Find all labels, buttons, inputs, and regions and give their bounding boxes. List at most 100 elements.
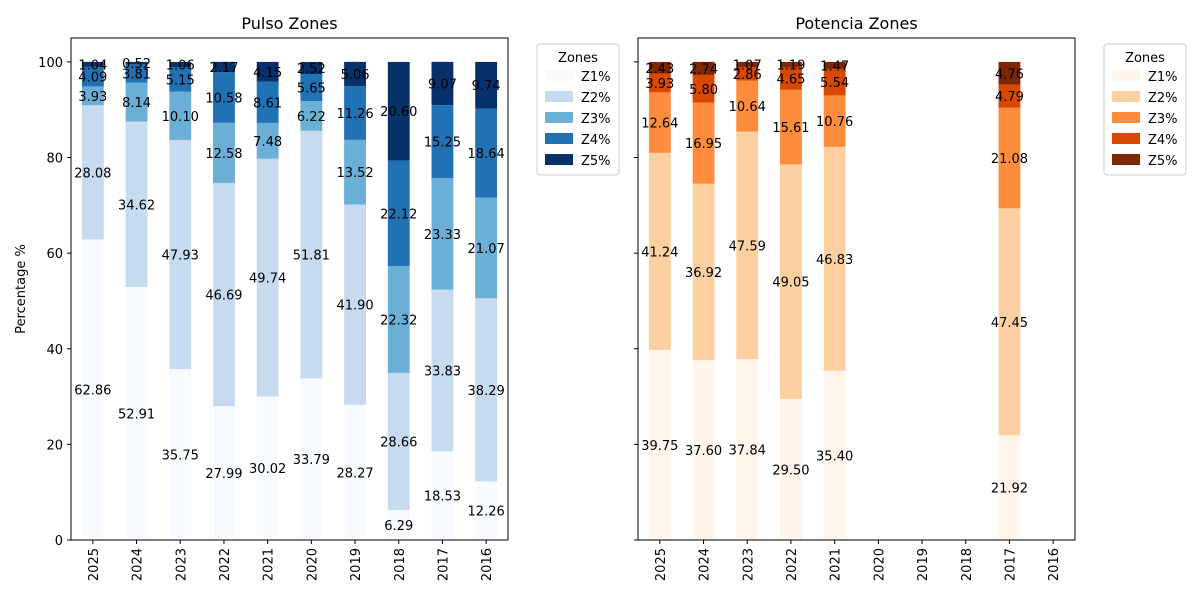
bar-2017-Z4 bbox=[431, 105, 454, 179]
bar-2021-Z5 bbox=[256, 61, 279, 82]
data-label: 1.47 bbox=[820, 59, 849, 74]
chart-title: Potencia Zones bbox=[795, 14, 917, 33]
legend-label: Z4% bbox=[1148, 133, 1178, 148]
y-tick-label: 0 bbox=[55, 534, 63, 549]
x-tick-label: 2017 bbox=[1003, 548, 1018, 581]
bar-2025-Z1 bbox=[648, 349, 671, 540]
x-tick-label: 2019 bbox=[349, 548, 364, 581]
bar-2017-Z1 bbox=[431, 451, 454, 540]
bars bbox=[648, 61, 1021, 540]
bar-2022-Z2 bbox=[780, 164, 802, 399]
x-tick-label: 2016 bbox=[480, 548, 495, 581]
data-label: 41.24 bbox=[641, 245, 678, 260]
legend-swatch bbox=[545, 70, 573, 81]
data-label: 12.26 bbox=[468, 505, 505, 520]
data-label: 28.66 bbox=[380, 435, 417, 450]
bar-2018-Z3 bbox=[387, 266, 410, 373]
data-label: 36.92 bbox=[685, 266, 722, 281]
bar-2019-Z5 bbox=[344, 61, 366, 87]
legend-label: Z4% bbox=[581, 133, 611, 148]
bar-2017-Z4 bbox=[998, 84, 1021, 108]
data-label: 22.12 bbox=[380, 207, 417, 222]
bar-2017-Z5 bbox=[998, 61, 1021, 85]
data-label: 21.08 bbox=[991, 152, 1028, 167]
data-label: 28.08 bbox=[74, 166, 111, 181]
legend-label: Z1% bbox=[581, 70, 611, 85]
bar-2024-Z2 bbox=[692, 183, 715, 361]
bar-2016-Z1 bbox=[475, 481, 498, 540]
data-label: 38.29 bbox=[468, 384, 505, 399]
x-axis: 2025 2024 2023 2022 2021 2020 2019 2018 2017 2016 bbox=[654, 540, 1062, 581]
x-tick-label: 2025 bbox=[87, 548, 102, 581]
chart-title: Pulso Zones bbox=[241, 14, 337, 33]
data-label: 23.33 bbox=[424, 228, 461, 243]
data-label: 2.17 bbox=[209, 61, 238, 76]
bar-2021-Z2 bbox=[256, 158, 279, 397]
bar-2021-Z4 bbox=[823, 68, 846, 96]
y-tick-label: 60 bbox=[46, 247, 63, 262]
bar-2023-Z1 bbox=[736, 359, 759, 540]
bar-2024-Z5 bbox=[125, 61, 148, 65]
bar-2025-Z1 bbox=[81, 239, 104, 540]
bars bbox=[81, 61, 498, 540]
bar-2017-Z5 bbox=[431, 61, 454, 106]
legend: Zones Z1% Z2% Z3% Z4% Z5% bbox=[536, 43, 620, 176]
bar-2017-Z2 bbox=[431, 289, 454, 452]
bar-2020-Z1 bbox=[300, 378, 323, 540]
legend-swatch bbox=[1112, 154, 1140, 165]
bar-2022-Z4 bbox=[213, 72, 235, 123]
bar-2018-Z2 bbox=[387, 372, 410, 510]
legend-label: Z1% bbox=[1148, 70, 1178, 85]
bar-2016-Z5 bbox=[475, 61, 498, 109]
data-label: 3.93 bbox=[645, 77, 674, 92]
x-tick-label: 2023 bbox=[174, 548, 189, 581]
data-label: 4.65 bbox=[776, 73, 805, 88]
bar-2021-Z2 bbox=[823, 146, 846, 371]
legend-label: Z5% bbox=[581, 154, 611, 169]
data-label: 4.76 bbox=[995, 67, 1024, 82]
data-label: 5.80 bbox=[689, 83, 718, 98]
bar-2025-Z3 bbox=[648, 92, 671, 153]
bar-2023-Z3 bbox=[736, 80, 759, 132]
data-label: 11.26 bbox=[336, 107, 373, 122]
legend-swatch bbox=[545, 154, 573, 165]
data-label: 10.58 bbox=[205, 92, 242, 107]
bar-2024-Z5 bbox=[692, 61, 715, 75]
legend-title: Zones bbox=[1125, 51, 1165, 66]
data-label: 3.81 bbox=[122, 67, 151, 82]
data-label: 12.58 bbox=[205, 147, 242, 162]
data-label: 47.93 bbox=[162, 249, 199, 264]
bar-2021-Z4 bbox=[256, 81, 279, 123]
data-label: 21.07 bbox=[468, 242, 505, 257]
x-tick-label: 2019 bbox=[916, 548, 931, 581]
bar-2021-Z3 bbox=[256, 122, 279, 159]
x-tick-label: 2020 bbox=[872, 548, 887, 581]
bar-2025-Z2 bbox=[648, 152, 671, 350]
x-tick-label: 2024 bbox=[698, 548, 713, 581]
x-axis: 2025 2024 2023 2022 2021 2020 2019 2018 2017 2016 bbox=[87, 540, 495, 581]
data-label: 5.65 bbox=[297, 82, 326, 97]
chart-2: Potencia Zones 39.75 41.24 12.64 3.932.43 37.… bbox=[634, 14, 1187, 581]
data-label: 30.02 bbox=[249, 462, 286, 477]
data-label: 5.54 bbox=[820, 76, 849, 91]
y-tick-label: 40 bbox=[46, 343, 63, 358]
data-label: 6.22 bbox=[297, 110, 326, 125]
legend-swatch bbox=[1112, 112, 1140, 123]
bar-2020-Z5 bbox=[300, 61, 323, 75]
data-label: 39.75 bbox=[641, 439, 678, 454]
data-label: 20.60 bbox=[380, 105, 417, 120]
y-tick-label: 80 bbox=[46, 152, 63, 167]
bar-2022-Z1 bbox=[780, 398, 802, 540]
bar-2024-Z3 bbox=[125, 82, 148, 122]
bar-2021-Z3 bbox=[823, 95, 846, 147]
legend-label: Z2% bbox=[1148, 91, 1178, 106]
data-label: 49.74 bbox=[249, 272, 286, 287]
data-label: 3.93 bbox=[78, 90, 107, 105]
x-tick-label: 2016 bbox=[1047, 548, 1062, 581]
data-label: 33.79 bbox=[293, 453, 330, 468]
legend-label: Z3% bbox=[1148, 112, 1178, 127]
bar-2023-Z2 bbox=[736, 131, 759, 360]
bar-2022-Z2 bbox=[213, 182, 235, 407]
data-label: 18.64 bbox=[468, 147, 505, 162]
x-tick-label: 2024 bbox=[131, 548, 146, 581]
